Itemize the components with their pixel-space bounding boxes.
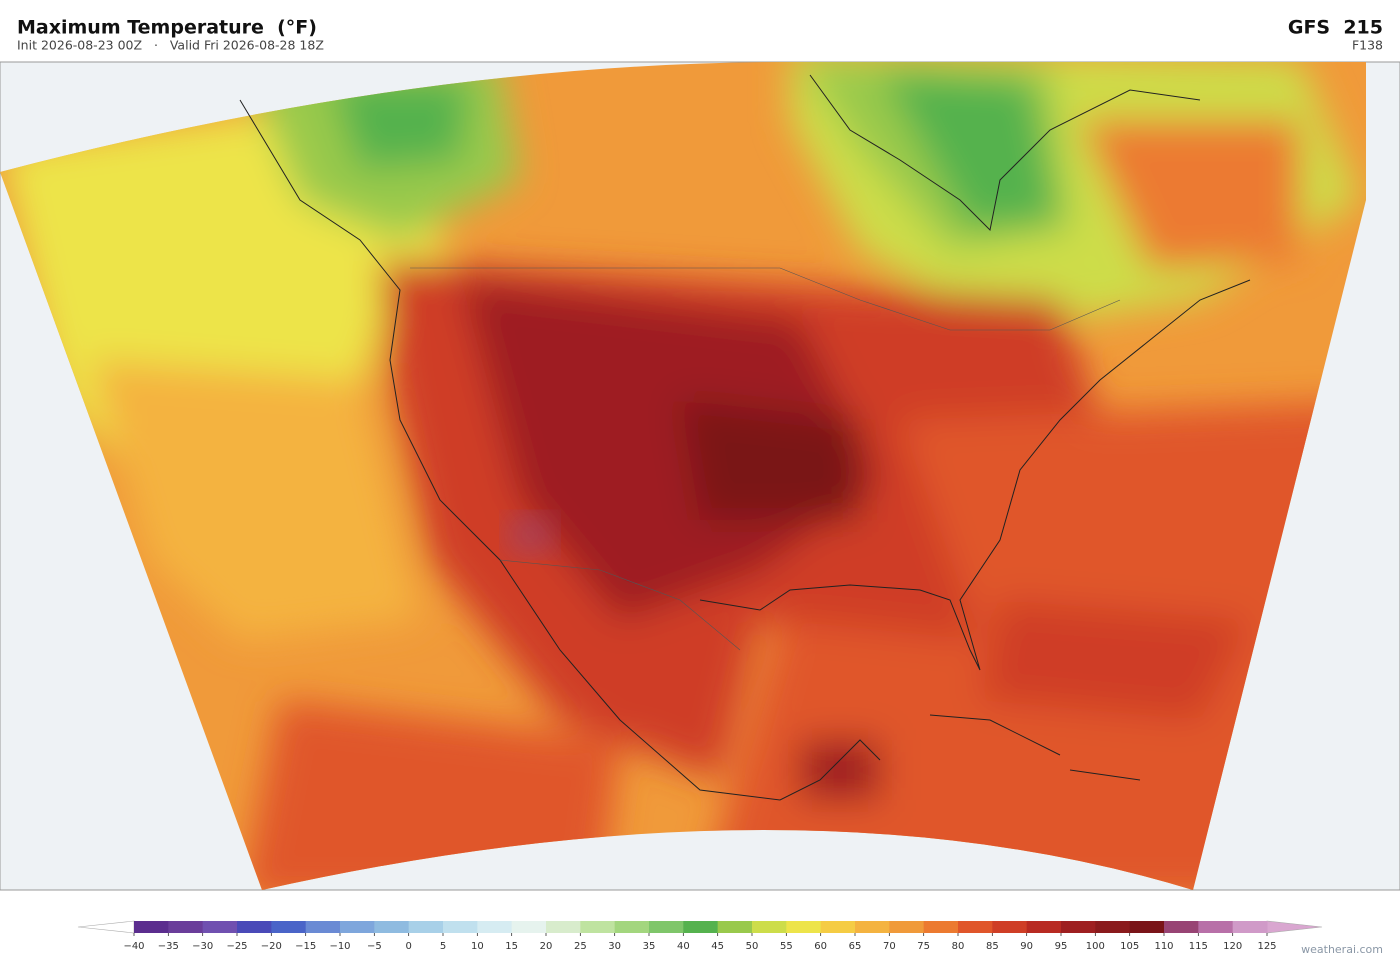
subtitle: Init 2026-08-23 00Z · Valid Fri 2026-08-… <box>17 38 324 53</box>
colorbar-swatch <box>408 921 444 933</box>
colorbar-swatch <box>958 921 993 933</box>
colorbar-swatch <box>923 921 959 933</box>
borders <box>410 267 1121 651</box>
colorbar-tick-label: 120 <box>1223 941 1242 952</box>
colorbar-swatch <box>1026 921 1062 933</box>
colorbar-swatch <box>1198 921 1234 933</box>
colorbar-tick-label: 70 <box>883 941 896 952</box>
colorbar-tick-label: 75 <box>917 941 930 952</box>
colorbar-tick-label: −30 <box>192 941 213 952</box>
colorbar-tick-label: 0 <box>405 941 411 952</box>
colorbar-swatch <box>340 921 375 933</box>
colorbar-tick-label: 65 <box>849 941 862 952</box>
colorbar-swatch <box>752 921 787 933</box>
colorbar-swatch <box>614 921 650 933</box>
watermark: weatherai.com <box>1301 943 1383 956</box>
colorbar-swatch <box>546 921 581 933</box>
model-label: GFS 215 <box>1288 17 1383 39</box>
colorbar-tick-label: −15 <box>295 941 316 952</box>
colorbar-under <box>77 920 135 934</box>
colorbar-swatch <box>237 921 272 933</box>
colorbar-tick-label: 125 <box>1257 941 1276 952</box>
colorbar-tick-label: 5 <box>440 941 446 952</box>
colorbar-tick-label: 20 <box>540 941 553 952</box>
colorbar-swatch <box>717 921 753 933</box>
colorbar-tick-label: 85 <box>986 941 999 952</box>
colorbar-swatch <box>820 921 856 933</box>
colorbar-tick-label: 10 <box>471 941 484 952</box>
colorbar-swatch <box>580 921 616 933</box>
colorbar-tick-label: −35 <box>158 941 179 952</box>
colorbar-tick-label: 115 <box>1189 941 1208 952</box>
title: Maximum Temperature (°F) <box>17 17 317 39</box>
colorbar-swatch <box>134 921 169 933</box>
colorbar-tick-label: 60 <box>814 941 827 952</box>
colorbar-swatch <box>168 921 204 933</box>
colorbar-tick-label: −40 <box>123 941 144 952</box>
colorbar-swatch <box>477 921 513 933</box>
colorbar-tick-label: −10 <box>329 941 350 952</box>
colorbar-tick-label: 95 <box>1055 941 1068 952</box>
colorbar-swatch <box>1061 921 1096 933</box>
temperature-field <box>0 62 1366 890</box>
colorbar-swatch <box>786 921 822 933</box>
colorbar-tick-label: 90 <box>1020 941 1033 952</box>
colorbar-tick-label: −5 <box>367 941 382 952</box>
colorbar-tick-label: 110 <box>1154 941 1173 952</box>
colorbar-swatch <box>271 921 307 933</box>
colorbar-swatch <box>855 921 890 933</box>
colorbar-swatch <box>992 921 1028 933</box>
colorbar-swatch <box>443 921 478 933</box>
forecast-hour: F138 <box>1352 38 1383 53</box>
colorbar-swatch <box>511 921 547 933</box>
colorbar-tick-label: 80 <box>952 941 965 952</box>
colorbar-swatch <box>1164 921 1199 933</box>
colorbar-over <box>1266 920 1323 934</box>
colorbar: −40 −35 −30 −25 −20 −15 −10 −5 0 5 10 15 20 25 30 35 40 4… <box>77 920 1323 952</box>
colorbar-swatch <box>374 921 410 933</box>
colorbar-tick-label: 50 <box>746 941 759 952</box>
colorbar-swatch <box>1129 921 1165 933</box>
colorbar-tick-label: 40 <box>677 941 690 952</box>
colorbar-tick-label: 25 <box>574 941 587 952</box>
colorbar-tick-label: 15 <box>505 941 518 952</box>
colorbar-tick-label: −25 <box>226 941 247 952</box>
colorbar-tick-label: 30 <box>608 941 621 952</box>
colorbar-swatch <box>889 921 925 933</box>
colorbar-swatch <box>1232 921 1268 933</box>
colorbar-swatch <box>305 921 341 933</box>
colorbar-swatch <box>649 921 684 933</box>
colorbar-tick-label: 35 <box>643 941 656 952</box>
colorbar-tick-label: −20 <box>261 941 282 952</box>
colorbar-tick-label: 45 <box>711 941 724 952</box>
colorbar-swatch <box>1095 921 1131 933</box>
colorbar-tick-label: 105 <box>1120 941 1139 952</box>
colorbar-swatch <box>202 921 238 933</box>
colorbar-swatch <box>683 921 719 933</box>
colorbar-tick-label: 100 <box>1086 941 1105 952</box>
colorbar-tick-label: 55 <box>780 941 793 952</box>
